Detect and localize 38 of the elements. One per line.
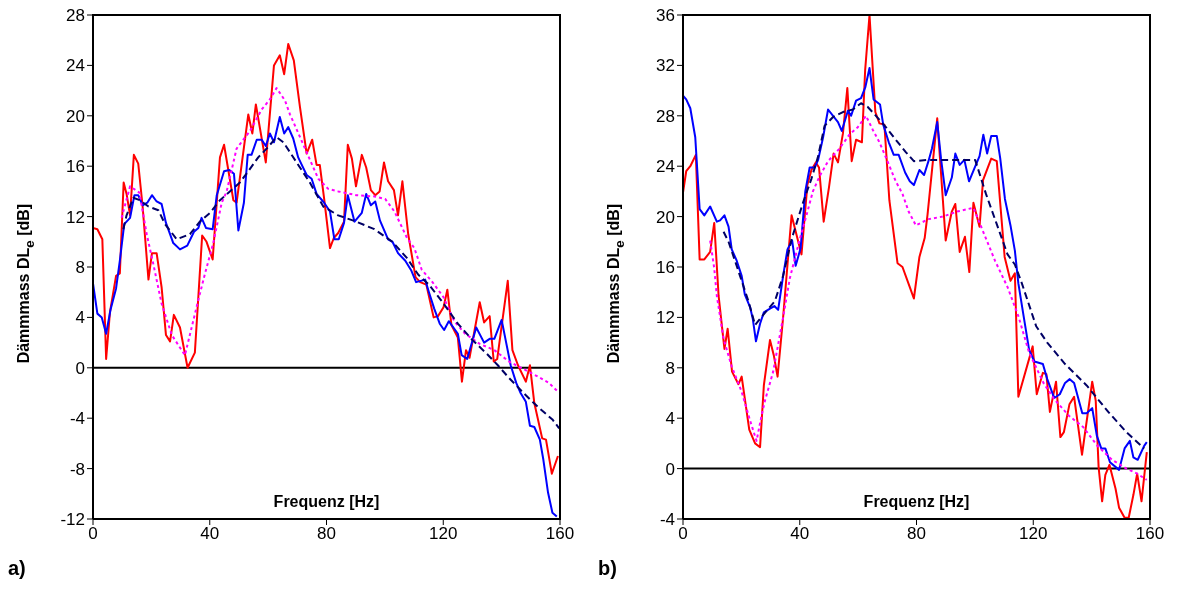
x-tick-label: 80 <box>907 524 926 544</box>
y-tick-label: 4 <box>75 308 85 328</box>
x-tick-label: 120 <box>1019 524 1048 544</box>
x-tick-label: 0 <box>88 524 98 544</box>
y-tick-label: 12 <box>66 207 85 227</box>
y-tick-label: 24 <box>66 56 85 76</box>
y-tick-label: 24 <box>656 157 675 177</box>
y-tick-label: 0 <box>665 459 675 479</box>
y-tick-label: -4 <box>659 510 675 530</box>
y-tick-label: 16 <box>656 258 675 278</box>
x-axis-title: Frequenz [Hz] <box>272 493 381 511</box>
y-tick-label: -12 <box>60 510 85 530</box>
x-tick-label: 120 <box>429 524 458 544</box>
x-tick-label: 0 <box>678 524 688 544</box>
y-tick-label: -8 <box>69 459 85 479</box>
y-tick-label: 0 <box>75 358 85 378</box>
x-tick-label: 80 <box>317 524 336 544</box>
y-tick-label: 8 <box>75 258 85 278</box>
y-tick-label: 36 <box>656 6 675 26</box>
x-axis-title: Frequenz [Hz] <box>862 493 971 511</box>
line-series <box>120 87 559 393</box>
y-tick-label: 28 <box>656 106 675 126</box>
y-tick-label: 8 <box>665 358 675 378</box>
y-tick-label: 4 <box>665 409 675 429</box>
y-tick-label: -4 <box>69 409 85 429</box>
text: b) <box>598 557 617 580</box>
y-tick-label: 32 <box>656 56 675 76</box>
y-tick-label: 20 <box>656 207 675 227</box>
y-tick-label: 28 <box>66 6 85 26</box>
text: a) <box>8 557 26 580</box>
line-series <box>122 136 560 430</box>
y-tick-label: 16 <box>66 157 85 177</box>
x-tick-label: 160 <box>1135 524 1165 544</box>
y-tick-label: 12 <box>656 308 675 328</box>
x-tick-label: 40 <box>200 524 220 544</box>
y-tick-label: 20 <box>66 106 85 126</box>
x-tick-label: 40 <box>790 524 810 544</box>
x-tick-label: 160 <box>545 524 575 544</box>
